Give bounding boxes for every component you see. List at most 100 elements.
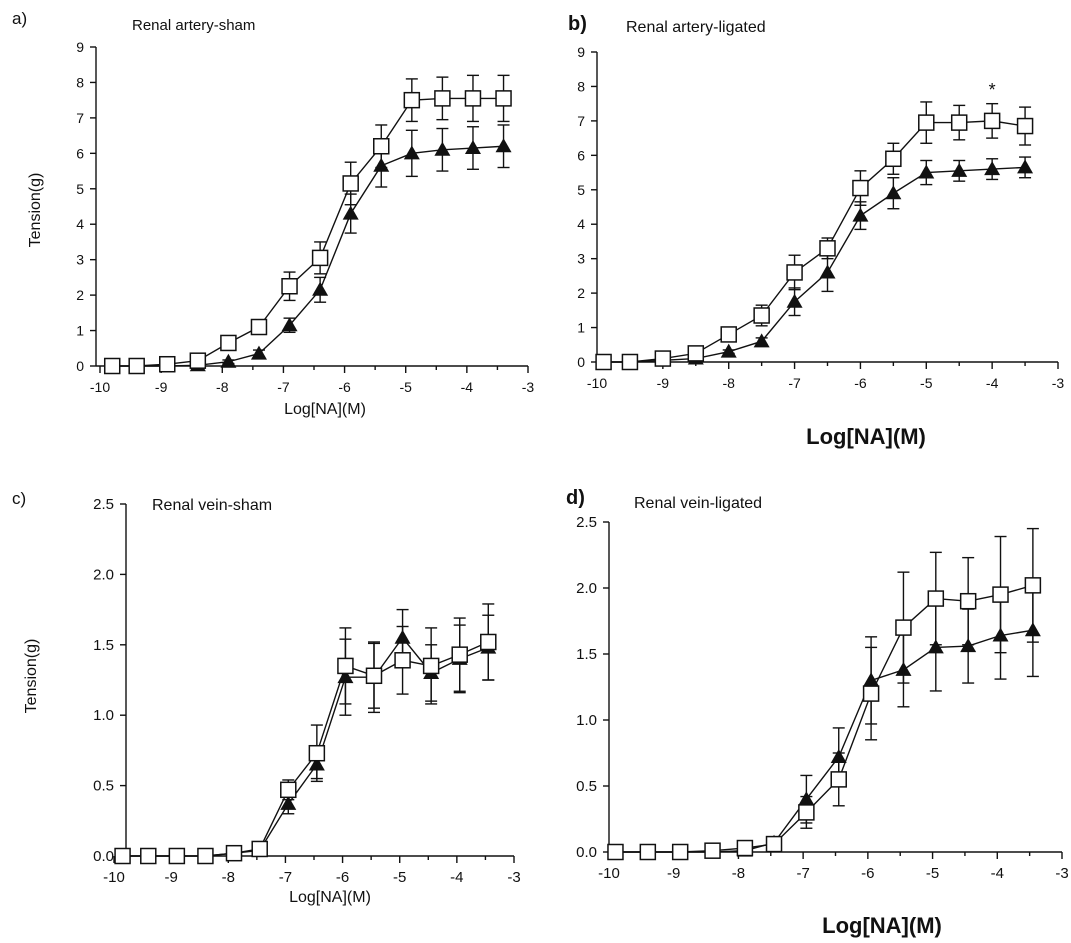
data-point-square [654,350,672,367]
data-point-square [671,843,689,861]
panel-c-letter: c) [12,489,26,508]
y-tick-label: 2.5 [93,496,114,513]
data-point-square [337,657,354,675]
panel-c-ylabel: Tension(g) [23,639,40,714]
series-line [112,145,504,367]
data-point-triangle [918,164,935,179]
data-point-triangle [495,138,512,153]
data-point-square [422,657,440,675]
panel-b-xlabel: Log[NA](M) [806,424,926,449]
y-tick-label: 3 [577,251,585,267]
x-tick-label: -3 [1055,865,1068,882]
data-point-triangle [951,162,968,177]
y-tick-label: 9 [577,44,585,60]
x-tick-label: -5 [399,379,412,395]
data-point-triangle [280,795,297,810]
y-tick-label: 0.5 [93,778,114,795]
panel-b: b) Renal artery-ligated Log[NA](M) 0 1 2 3 4… [568,13,1064,449]
data-point-square [281,278,298,295]
x-tick-label: -10 [90,379,110,395]
data-point-square [798,804,815,821]
y-tick-label: 6 [76,145,84,161]
data-point-square [159,355,176,373]
data-point-square [852,179,869,197]
y-tick-label: 0.5 [576,778,597,795]
data-point-triangle [984,161,1001,176]
panel-b-title: Renal artery-ligated [626,19,766,36]
panel-a: a) Renal artery-sham Tension(g) Log[NA](… [12,9,534,418]
x-tick-label: -9 [667,865,680,882]
y-tick-label: 3 [76,252,84,268]
series-line [603,166,1026,363]
data-point-square [687,345,705,362]
data-point-square [765,835,783,853]
data-point-triangle [852,207,869,222]
y-tick-label: 2.5 [576,514,597,531]
x-tick-label: -3 [522,379,535,395]
data-point-square [197,847,214,865]
x-tick-label: -7 [796,865,809,882]
y-tick-label: 8 [577,78,585,94]
x-tick-label: -8 [222,869,235,886]
data-point-square [403,91,421,109]
data-point-triangle [753,333,770,348]
x-tick-label: -6 [861,865,874,882]
data-point-square [1024,577,1042,594]
panel-d-title: Renal vein-ligated [634,495,762,512]
data-point-square [753,307,770,324]
y-tick-label: 4 [577,216,585,232]
x-tick-label: -7 [277,379,290,395]
panel-c: c) Renal vein-sham Tension(g) Log[NA](M)… [12,489,521,906]
data-point-square [189,352,207,369]
data-point-square [607,843,624,861]
x-tick-label: -10 [598,865,620,882]
panel-c-xlabel: Log[NA](M) [289,889,371,906]
data-point-square [983,112,1001,130]
series-line [615,584,1034,853]
data-point-square [639,843,657,861]
data-point-triangle [403,145,420,160]
data-point-triangle [786,293,803,308]
data-point-triangle [819,264,836,279]
x-tick-label: -5 [926,865,939,882]
data-point-square [959,592,977,610]
data-point-square [168,847,186,865]
y-tick-label: 1 [76,323,84,339]
data-point-square [1016,117,1034,135]
x-tick-label: -5 [920,375,933,391]
panel-d-xlabel: Log[NA](M) [822,913,942,938]
data-point-square [704,842,721,859]
data-point-square [895,619,912,636]
data-point-square [918,114,935,131]
significance-marker: * [989,80,996,100]
y-tick-label: 7 [577,113,585,129]
data-point-square [950,114,968,131]
data-point-square [621,353,639,371]
data-point-square [595,353,612,371]
x-tick-label: -8 [722,375,735,391]
data-point-square [250,318,268,336]
data-point-triangle [312,281,329,296]
y-tick-label: 9 [76,39,84,55]
panel-a-plot: 0 1 2 3 4 5 6 7 8 9 -10 -9 -8 -7 -6 -5 -4 -3 [76,39,534,395]
x-tick-label: -8 [216,379,229,395]
x-tick-label: -6 [336,869,349,886]
y-tick-label: 4 [76,216,84,232]
x-tick-label: -4 [986,375,999,391]
y-tick-label: 0.0 [93,848,114,865]
x-tick-label: -6 [338,379,351,395]
x-tick-label: -4 [461,379,474,395]
x-tick-label: -10 [103,869,125,886]
data-point-square [394,652,411,669]
x-tick-label: -5 [393,869,406,886]
data-point-triangle [1017,159,1034,174]
x-tick-label: -8 [732,865,745,882]
data-point-square [103,357,121,375]
y-tick-label: 8 [76,74,84,90]
data-point-square [819,240,836,257]
panel-c-plot: 0.0 0.5 1.0 1.5 2.0 2.5 -10 -9 -8 -7 -6 -5 -4 -3 [93,496,521,886]
series-line [603,120,1026,363]
data-point-triangle [220,353,237,368]
panel-a-ylabel: Tension(g) [27,173,44,248]
y-tick-label: 5 [577,182,585,198]
